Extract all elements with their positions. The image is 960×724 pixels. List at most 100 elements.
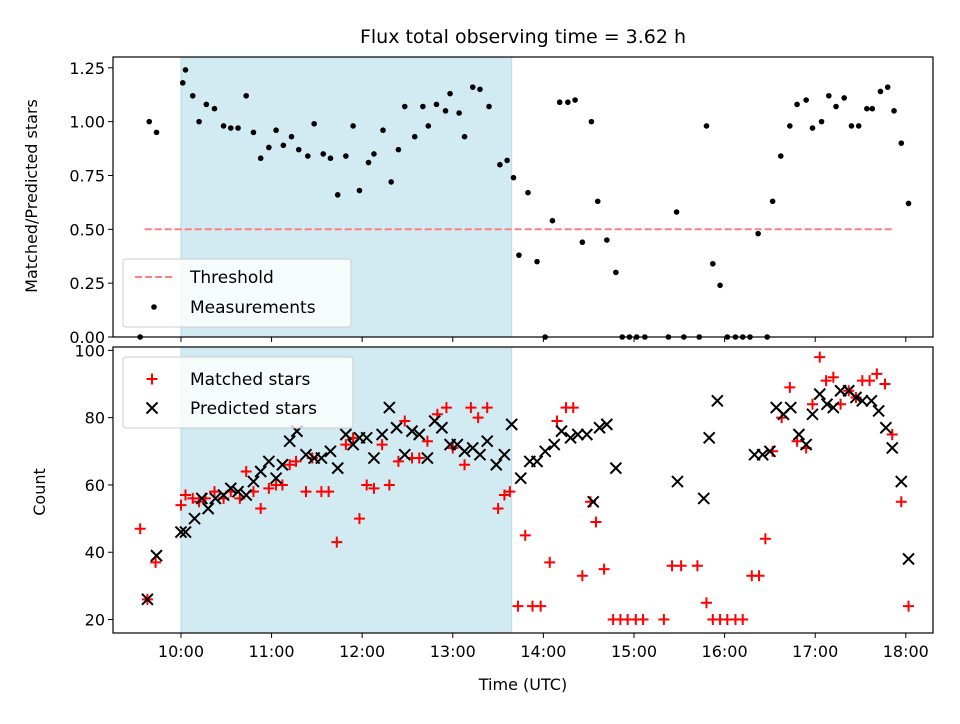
measurement-point xyxy=(579,239,586,246)
measurement-point xyxy=(549,217,556,224)
x-tick-label: 16:00 xyxy=(702,642,748,661)
predicted-stars-point xyxy=(514,472,527,485)
predicted-stars-point xyxy=(806,408,819,421)
predicted-stars-point xyxy=(490,458,503,471)
matched-stars-point xyxy=(255,503,267,515)
x-tick-label: 17:00 xyxy=(792,642,838,661)
measurement-point xyxy=(818,118,825,125)
measurement-point xyxy=(891,108,897,114)
bottom-y-tick-label: 60 xyxy=(85,476,105,495)
legend-matched-label: Matched stars xyxy=(190,370,310,390)
measurement-point xyxy=(525,189,531,196)
predicted-stars-point xyxy=(398,448,411,461)
measurement-point xyxy=(497,161,503,168)
measurement-point xyxy=(220,123,227,129)
predicted-stars-point xyxy=(571,428,585,441)
measurement-point xyxy=(604,237,610,243)
measurement-point xyxy=(510,174,517,181)
matched-stars-point xyxy=(240,465,252,477)
predicted-stars-point xyxy=(886,441,899,455)
predicted-stars-point xyxy=(799,438,813,451)
measurement-point xyxy=(401,103,408,110)
matched-stars-point xyxy=(276,479,288,491)
x-tick-label: 10:00 xyxy=(158,642,204,661)
predicted-stars-point xyxy=(820,397,834,411)
matched-stars-point xyxy=(895,496,907,508)
matched-stars-point xyxy=(544,556,556,568)
measurement-point xyxy=(572,97,578,103)
predicted-stars-point xyxy=(435,421,449,434)
measurement-point xyxy=(334,192,341,198)
matched-stars-point xyxy=(472,412,484,424)
bottom-y-axis-label: Count xyxy=(30,468,49,516)
measurement-point xyxy=(794,101,800,108)
measurement-point xyxy=(250,129,257,136)
measurement-point xyxy=(855,123,862,129)
matched-stars-point xyxy=(331,536,343,548)
predicted-stars-point xyxy=(339,428,353,441)
matched-stars-point xyxy=(535,600,547,612)
predicted-stars-point xyxy=(269,472,283,485)
matched-stars-point xyxy=(864,375,876,387)
measurement-point xyxy=(153,129,160,136)
top-y-tick-label: 0.00 xyxy=(69,328,105,347)
matched-stars-point xyxy=(353,513,365,525)
measurement-point xyxy=(710,260,716,267)
top-y-tick-label: 1.25 xyxy=(69,59,105,78)
matched-stars-point xyxy=(504,486,516,498)
measurement-point xyxy=(280,142,287,149)
bottom-y-tick-label: 40 xyxy=(85,543,105,562)
matched-stars-point xyxy=(637,614,649,626)
legend-predicted-swatch xyxy=(145,401,159,415)
matched-stars-point xyxy=(700,597,712,609)
matched-stars-point xyxy=(440,402,452,414)
measurement-point xyxy=(343,153,349,159)
measurement-point xyxy=(420,103,426,110)
matched-stars-point xyxy=(492,503,504,515)
predicted-stars-point xyxy=(179,525,192,539)
predicted-stars-point xyxy=(195,492,209,505)
matched-stars-point xyxy=(879,378,891,390)
measurement-point xyxy=(146,118,153,125)
predicted-stars-point xyxy=(702,431,716,445)
measurement-point xyxy=(311,120,317,127)
measurement-point xyxy=(461,133,468,140)
predicted-stars-point xyxy=(879,421,893,434)
measurement-point xyxy=(235,125,241,131)
x-tick-label: 15:00 xyxy=(611,642,657,661)
matched-stars-point xyxy=(871,368,883,380)
measurement-point xyxy=(826,92,832,99)
measurement-point xyxy=(288,133,295,140)
predicted-stars-point xyxy=(247,475,260,488)
measurement-point xyxy=(469,84,476,90)
measurement-point xyxy=(703,123,710,129)
predicted-stars-point xyxy=(276,458,289,471)
predicted-stars-point xyxy=(413,428,426,441)
x-tick-label: 11:00 xyxy=(249,642,295,661)
measurement-point xyxy=(365,159,372,166)
matched-stars-point xyxy=(753,570,765,582)
measurement-point xyxy=(380,127,386,134)
predicted-stars-point xyxy=(262,455,276,468)
bottom-legend xyxy=(122,356,354,429)
measurement-point xyxy=(898,140,905,146)
measurement-point xyxy=(673,209,680,215)
measurement-point xyxy=(442,108,449,114)
matched-stars-point xyxy=(323,486,335,498)
predicted-stars-point xyxy=(548,438,561,451)
matched-stars-point xyxy=(376,439,388,451)
predicted-stars-point xyxy=(458,445,471,458)
matched-stars-point xyxy=(413,452,425,464)
top-y-tick-label: 0.50 xyxy=(69,220,105,239)
predicted-stars-point xyxy=(505,418,518,431)
predicted-stars-point xyxy=(856,394,869,408)
measurement-point xyxy=(613,269,619,276)
predicted-stars-point xyxy=(827,401,840,414)
predicted-stars-point xyxy=(813,387,826,401)
top-legend xyxy=(122,258,352,328)
matched-stars-point xyxy=(368,482,380,494)
matched-stars-point xyxy=(263,482,275,494)
legend-measurements-swatch xyxy=(151,304,157,310)
measurement-point xyxy=(211,105,218,112)
predicted-stars-point xyxy=(902,552,915,566)
